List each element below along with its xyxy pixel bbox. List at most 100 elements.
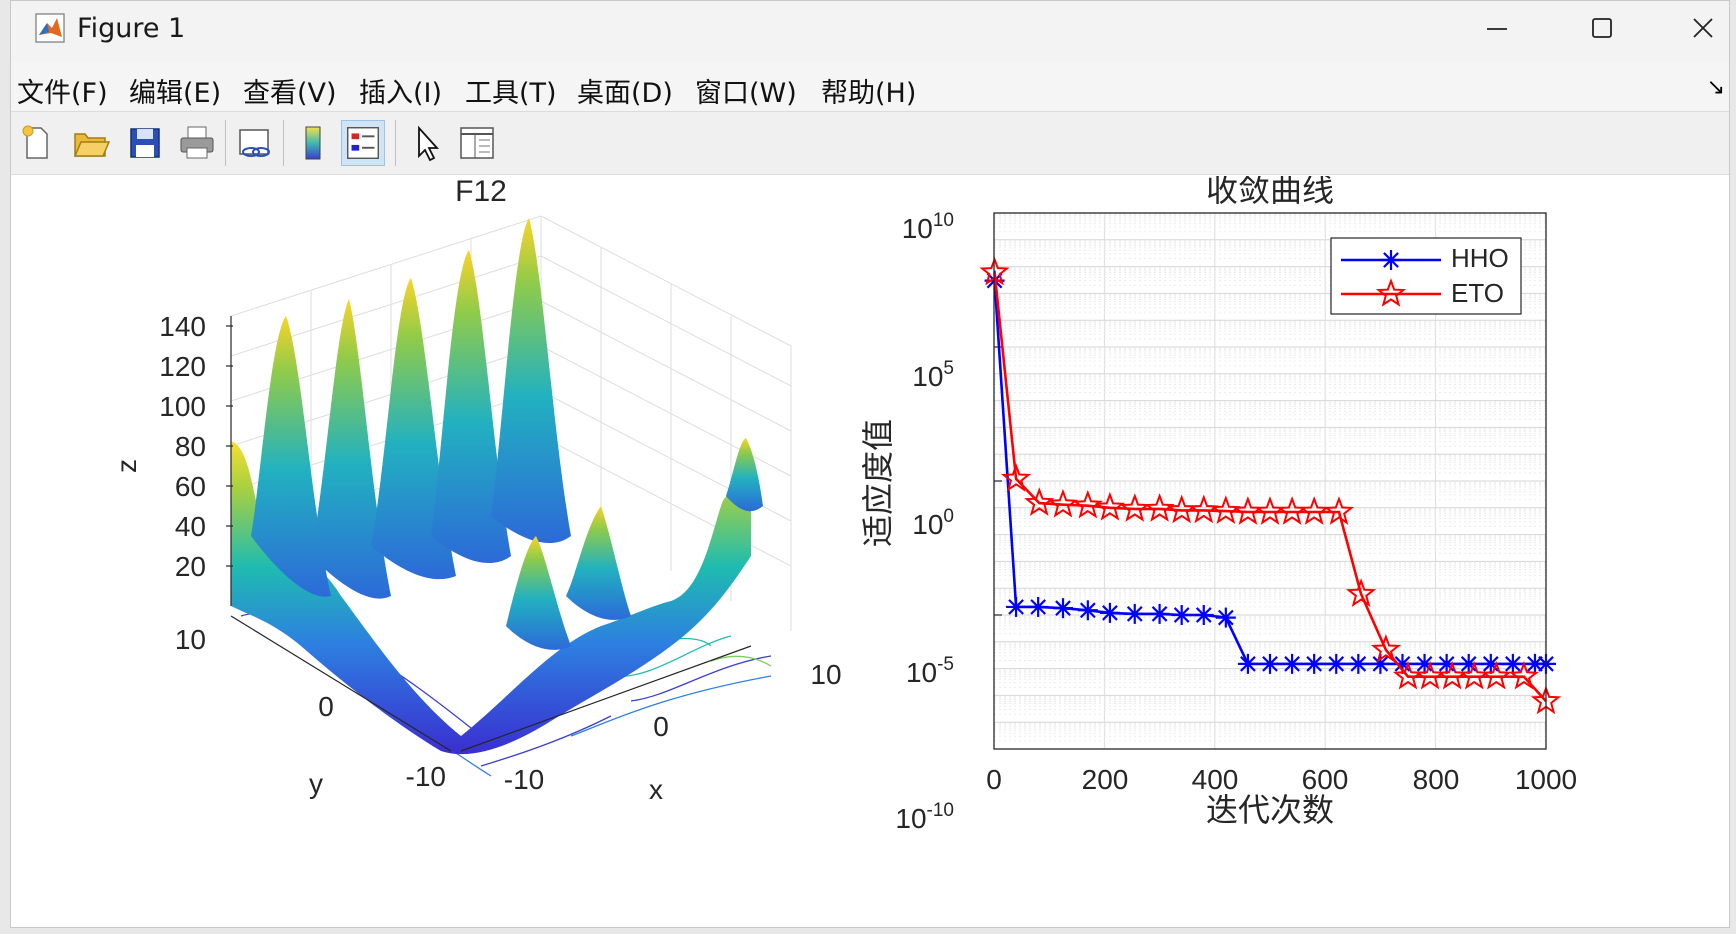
data-point-pentagram [1047,488,1079,518]
series-line-eto [993,272,1547,703]
surface-peaks [251,218,763,650]
data-point-pentagram [1119,493,1150,522]
y-tick-label: 1010 [902,210,954,244]
menu-help[interactable]: 帮助(H) [821,78,917,109]
data-point-asterisk [1077,600,1098,621]
menu-window[interactable]: 窗口(W) [695,78,797,109]
x-tick-label: 0 [653,711,669,742]
y-tick-exponent: -5 [937,654,954,675]
dock-figure-icon[interactable]: ↘ [1706,75,1725,100]
x-tick-label: 200 [1082,764,1129,795]
new-figure-icon[interactable] [15,120,59,166]
data-point-asterisk [1260,653,1280,674]
y-tick-exponent: 0 [943,506,954,527]
colorbar-icon[interactable] [291,120,335,166]
z-tick-label: 100 [159,391,206,422]
z-tick-label: 80 [175,431,206,462]
y-tick-label: 100 [912,506,954,540]
matlab-logo-icon [35,13,65,43]
print-icon[interactable] [175,120,219,166]
y-axis-label: y [309,768,323,799]
legend-label-eto: ETO [1451,278,1504,308]
menu-file[interactable]: 文件(F) [17,78,108,109]
svg-text:10-10: 10-10 [895,800,954,834]
x-tick-label: 600 [1302,764,1349,795]
asterisk-stroke [1372,656,1389,672]
y-tick-label: 10-5 [906,654,954,688]
x-tick-label: 0 [986,764,1002,795]
svg-text:105: 105 [912,358,954,392]
data-point-pentagram [1024,487,1055,516]
menu-bar: 文件(F) 编辑(E) 查看(V) 插入(I) 工具(T) 桌面(D) 窗口(W… [11,61,1729,111]
window-title: Figure 1 [77,13,186,44]
y-tick-base: 10 [912,509,943,540]
data-point-asterisk [1282,653,1303,674]
data-point-asterisk [1524,653,1545,674]
y-tick-exponent: 5 [943,358,954,379]
x-tick-label: 400 [1192,764,1239,795]
chart-title: 收敛曲线 [1206,176,1334,209]
legend-icon[interactable] [341,120,385,166]
data-point-asterisk [1124,603,1145,624]
figure-window: Figure 1 文件(F) 编辑(E) 查看(V) 插入(I) 工具(T) 桌… [10,0,1730,928]
save-icon[interactable] [123,120,167,166]
close-button[interactable] [1681,9,1725,49]
menu-tools[interactable]: 工具(T) [465,78,557,109]
z-tick-label: 140 [159,311,206,342]
y-axis-label: 适应度值 [859,419,897,547]
toolbar-separator [225,120,226,166]
legend-swatches [1341,250,1441,307]
data-point-asterisk [1436,653,1457,674]
y-tick-exponent: 10 [933,210,954,231]
menu-edit[interactable]: 编辑(E) [129,78,222,109]
pointer-icon[interactable] [403,120,447,166]
asterisk-stroke [1173,607,1190,623]
asterisk-stroke [1284,656,1300,672]
z-tick-label: 120 [159,351,206,382]
data-point-asterisk [1458,653,1479,674]
data-point-asterisk [1215,607,1236,628]
menu-insert[interactable]: 插入(I) [359,78,443,109]
data-point-pentagram [1299,496,1330,525]
x-tick-label: 10 [810,659,841,690]
asterisk-stroke [1383,252,1399,268]
asterisk-stroke [1262,656,1278,672]
menu-desktop[interactable]: 桌面(D) [577,78,673,109]
legend-marker-pentagram [1375,278,1407,307]
data-point-asterisk [1053,598,1073,619]
y-tick-label: 0 [318,691,334,722]
asterisk-stroke [1151,606,1168,622]
asterisk-stroke [1306,656,1323,672]
data-point-asterisk [1304,653,1325,674]
convergence-axes: 收敛曲线 迭代次数 适应度值 0 200 400 600 800 1000 10… [859,176,1577,834]
property-inspector-icon[interactable] [455,120,499,166]
minimize-button[interactable] [1475,9,1519,49]
open-file-icon[interactable] [69,120,113,166]
surface [231,441,751,755]
legend[interactable]: HHO ETO [1330,237,1522,315]
data-point-asterisk [1381,250,1401,270]
data-point-asterisk [1028,596,1049,617]
asterisk-stroke [1460,656,1477,672]
title-bar[interactable]: Figure 1 [11,1,1729,61]
x-tick-label: 800 [1413,764,1460,795]
maximize-button[interactable] [1580,9,1624,49]
y-tick-exponent: -10 [927,800,954,821]
surface-axis-lines [226,316,752,752]
svg-text:1010: 1010 [902,210,954,244]
data-point-asterisk [1193,605,1214,625]
data-point-pentagram [1323,496,1355,525]
asterisk-stroke [1079,602,1096,619]
y-tick-label: -10 [406,761,446,792]
asterisk-stroke [1394,656,1411,672]
surface-axes: F12 140 120 100 80 60 40 20 z 10 0 -10 y… [111,176,842,805]
z-tick-label: 20 [175,551,206,582]
series-hho [984,270,1556,674]
asterisk-stroke [1482,656,1499,672]
menu-view[interactable]: 查看(V) [243,78,337,109]
chart-grid [994,213,1546,749]
link-plot-icon[interactable] [233,120,277,166]
legend-box [1330,237,1522,315]
data-point-asterisk [1502,653,1523,674]
data-point-pentagram [1144,493,1175,522]
